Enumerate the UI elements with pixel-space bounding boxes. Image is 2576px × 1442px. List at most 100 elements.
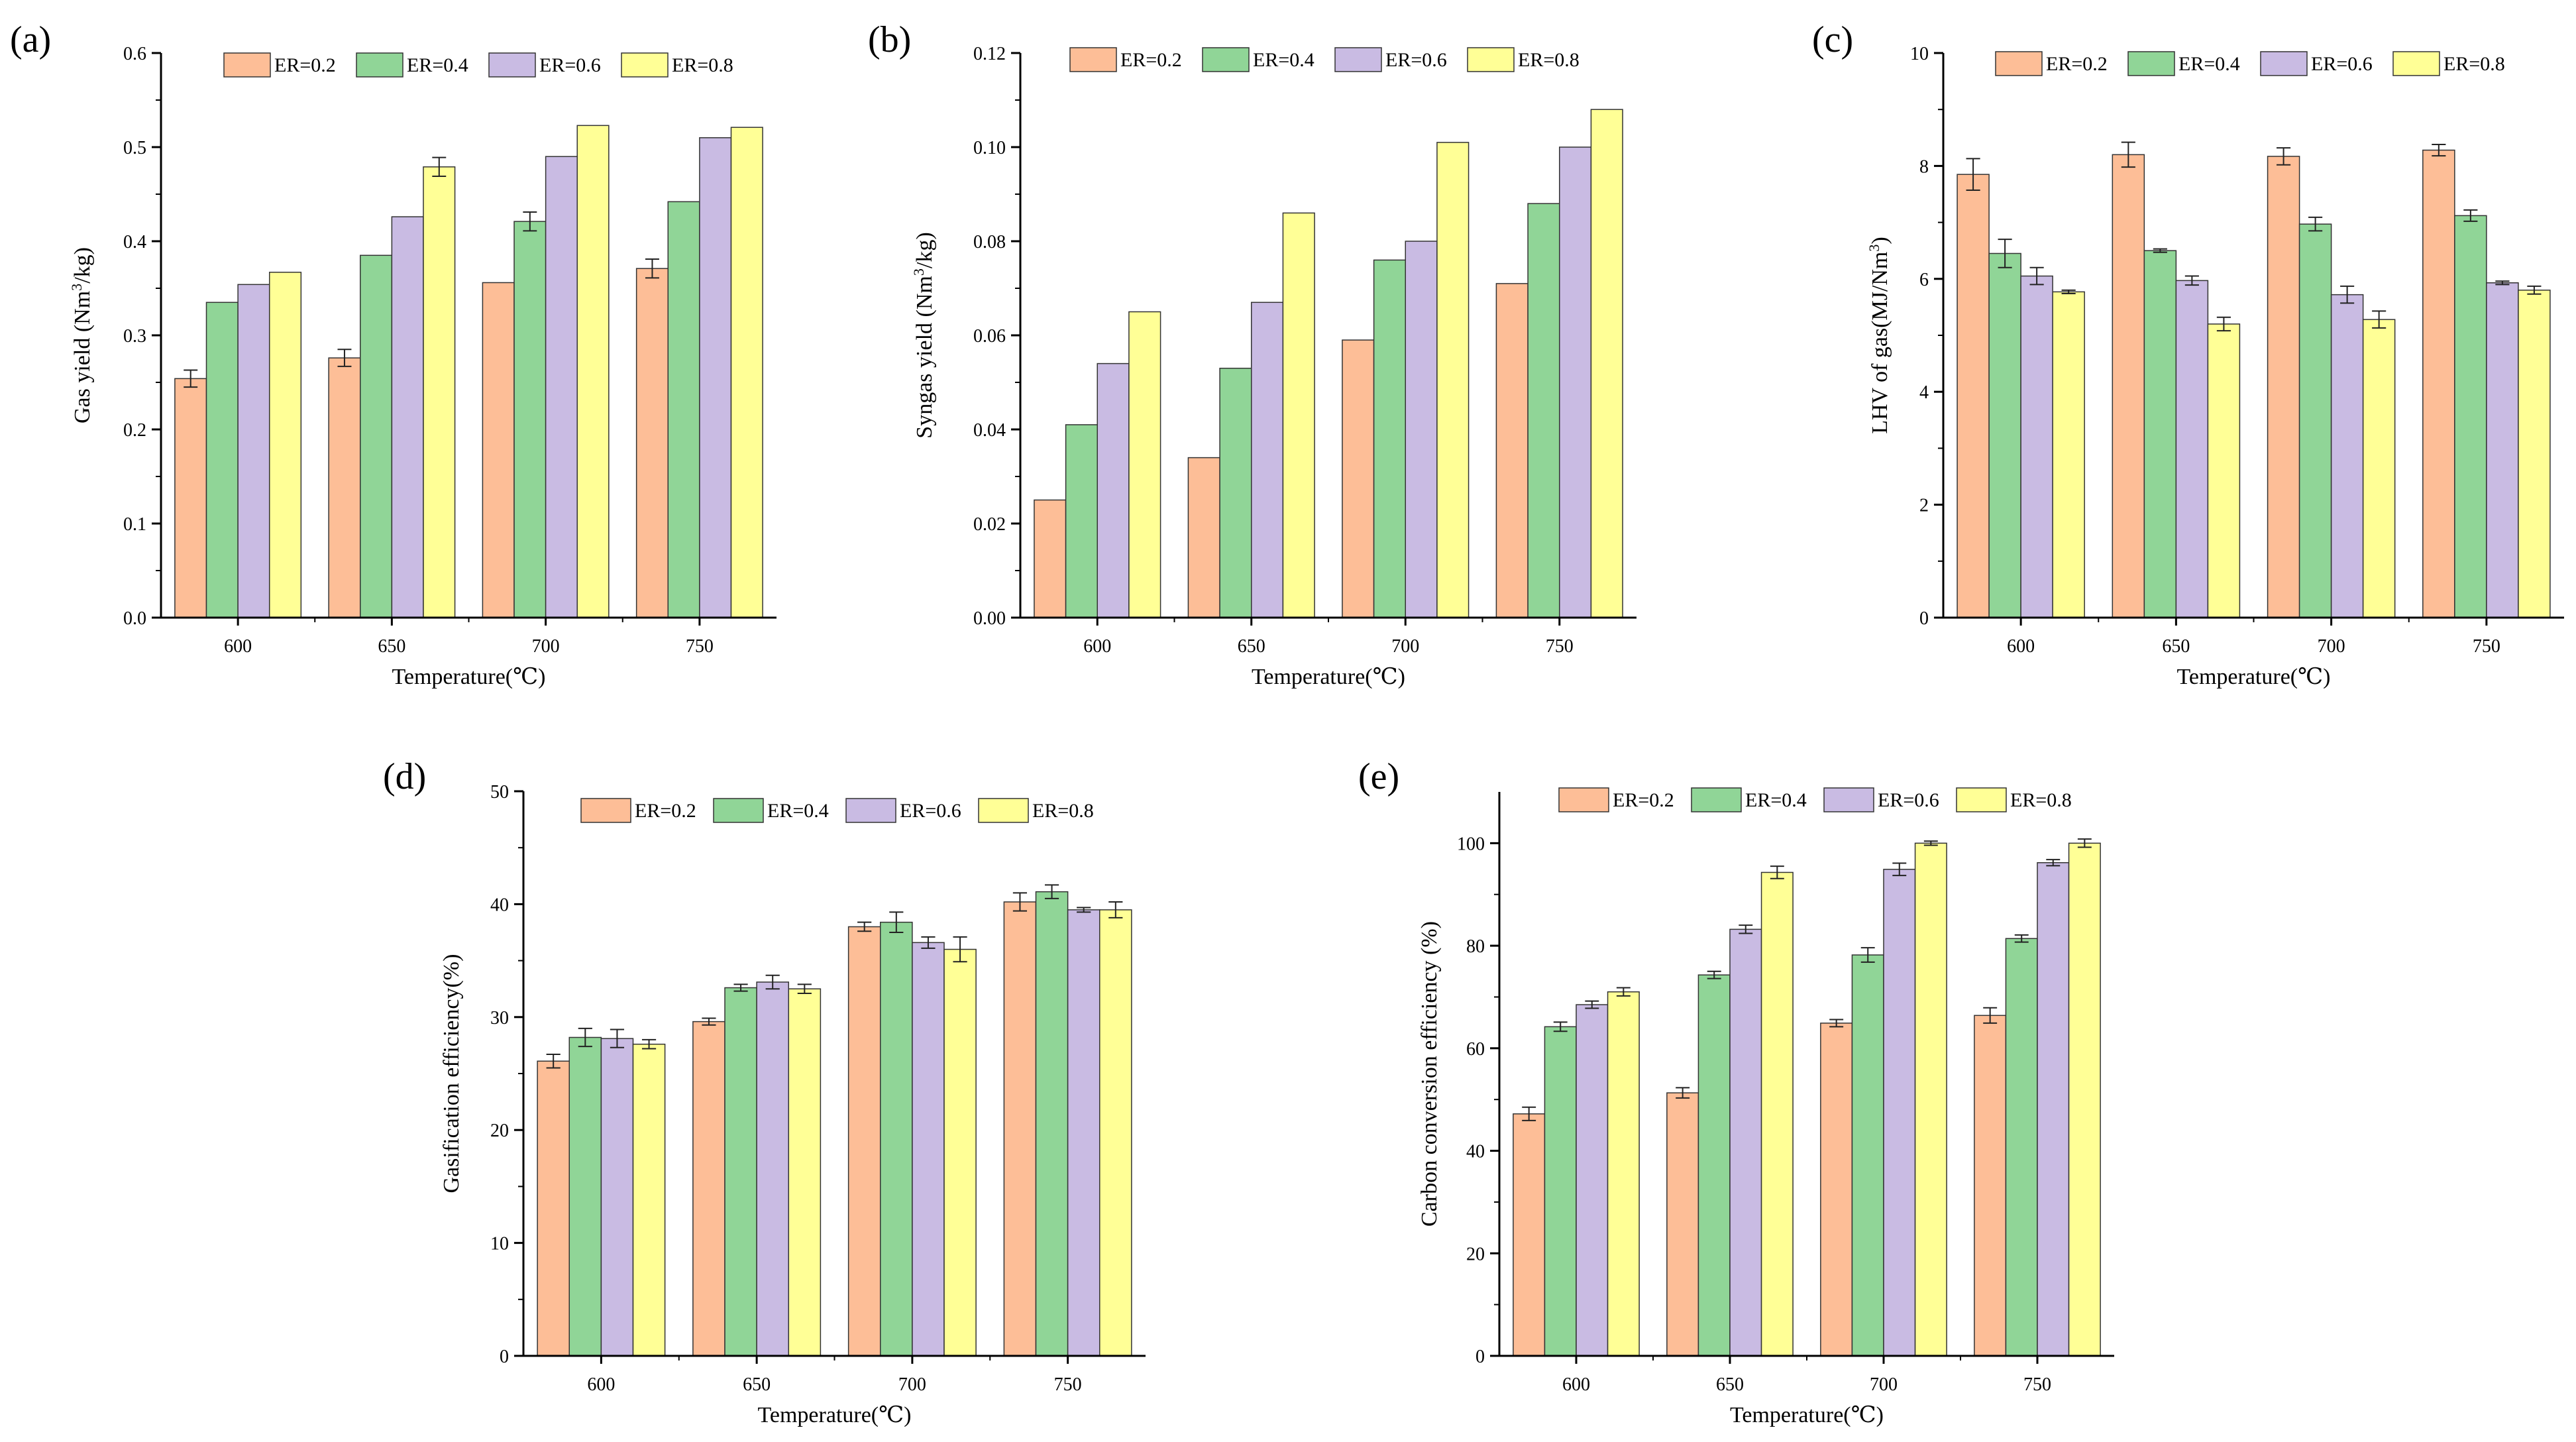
- y-axis-label-text: Carbon conversion efficiency (%): [1417, 921, 1442, 1227]
- bar-ER0.8-650: [423, 166, 456, 618]
- legend-label: ER=0.4: [1253, 49, 1315, 71]
- panel-label: (b): [868, 19, 911, 60]
- legend-swatch: [1202, 47, 1250, 72]
- legend-swatch: [1558, 787, 1609, 812]
- bar-ER0.2-600: [174, 378, 207, 618]
- y-tick-label: 20: [490, 1121, 509, 1141]
- bar-ER0.4-650: [724, 987, 757, 1357]
- legend-swatch: [845, 798, 896, 823]
- bar-ER0.8-700: [576, 125, 610, 618]
- legend-label: ER=0.2: [1613, 789, 1674, 811]
- y-tick-label: 40: [1466, 1142, 1485, 1162]
- legend-label: ER=0.8: [2010, 789, 2072, 811]
- y-tick-label: 0.12: [973, 44, 1006, 64]
- bar-ER0.6-700: [2330, 294, 2364, 618]
- y-tick-label: 0.4: [123, 232, 146, 252]
- bar-ER0.2-750: [1974, 1015, 2007, 1357]
- bar-ER0.8-650: [788, 988, 822, 1357]
- bar-ER0.6-700: [545, 156, 578, 618]
- bar-ER0.8-750: [1590, 109, 1623, 618]
- y-tick-label: 10: [1910, 44, 1929, 64]
- y-tick-label: 100: [1457, 834, 1485, 854]
- x-tick-label: 750: [1054, 1374, 1082, 1395]
- y-tick-label: 0.1: [123, 514, 146, 535]
- bar-ER0.6-750: [2037, 862, 2070, 1357]
- bar-ER0.2-750: [1495, 283, 1529, 618]
- bar-ER0.2-650: [1187, 457, 1220, 618]
- bar-ER0.4-750: [1035, 891, 1069, 1357]
- bar-ER0.8-700: [943, 948, 977, 1357]
- bar-ER0.4-750: [2454, 215, 2487, 618]
- panel-label: (e): [1358, 756, 1399, 797]
- bar-ER0.4-700: [1373, 259, 1406, 618]
- legend-label: ER=0.2: [2046, 53, 2108, 75]
- bar-ER0.2-700: [1342, 339, 1375, 618]
- legend-swatch: [621, 52, 669, 78]
- x-tick-label: 650: [1238, 636, 1265, 657]
- y-tick-label: 0.5: [123, 138, 146, 158]
- x-tick-label: 650: [2162, 636, 2190, 657]
- x-axis-label: Temperature(℃): [1730, 1403, 1884, 1427]
- x-tick-label: 700: [898, 1374, 926, 1395]
- bar-ER0.4-600: [1065, 424, 1099, 618]
- bar-ER0.2-600: [537, 1060, 570, 1357]
- y-axis-label: Gas yield (Nm3/kg): [68, 247, 95, 423]
- bar-ER0.4-650: [2143, 250, 2177, 618]
- x-axis-label: Temperature(℃): [758, 1403, 912, 1427]
- y-tick-label: 80: [1466, 936, 1485, 957]
- y-axis-label-text: ): [1868, 237, 1892, 244]
- y-axis-label: Syngas yield (Nm3/kg): [910, 232, 937, 438]
- bar-ER0.4-650: [360, 254, 393, 618]
- panel-label: (a): [10, 19, 51, 60]
- bar-ER0.6-700: [912, 942, 945, 1357]
- bar-ER0.4-650: [1697, 974, 1731, 1357]
- x-tick-label: 650: [743, 1374, 771, 1395]
- legend-swatch: [1956, 787, 2007, 812]
- y-tick-label: 20: [1466, 1244, 1485, 1264]
- bar-ER0.8-600: [1128, 311, 1161, 618]
- bar-ER0.2-700: [1820, 1023, 1853, 1357]
- legend: ER=0.2 ER=0.4 ER=0.6 ER=0.8: [1558, 787, 2072, 812]
- bar-ER0.8-750: [2068, 842, 2101, 1357]
- bar-ER0.4-750: [667, 201, 700, 618]
- bar-ER0.2-700: [2267, 156, 2300, 618]
- y-tick-label: 0: [1919, 608, 1929, 629]
- bar-ER0.8-600: [268, 272, 302, 618]
- bar-ER0.2-650: [328, 357, 361, 618]
- x-tick-label: 700: [2318, 636, 2345, 657]
- y-tick-label: 0.02: [973, 514, 1006, 535]
- bar-ER0.6-750: [1559, 146, 1592, 618]
- bar-ER0.6-700: [1883, 869, 1916, 1357]
- y-tick-label: 60: [1466, 1039, 1485, 1060]
- chart-panel-d: (d) 0 10 20 30 40 50 600 650 700 750 Temperature(℃)…: [383, 756, 1146, 1427]
- bar-ER0.4-650: [1219, 367, 1252, 618]
- y-tick-label: 0.04: [973, 420, 1006, 441]
- legend-label: ER=0.6: [900, 800, 961, 822]
- legend-label: ER=0.6: [1385, 49, 1447, 71]
- bar-ER0.8-650: [2207, 323, 2241, 618]
- y-tick-label: 0.6: [123, 44, 146, 64]
- bar-ER0.4-600: [568, 1036, 602, 1357]
- y-tick-label: 0.3: [123, 326, 146, 347]
- legend: ER=0.2 ER=0.4 ER=0.6 ER=0.8: [580, 798, 1094, 823]
- legend-label: ER=0.6: [2311, 53, 2373, 75]
- y-axis-label: Gasification efficiency(%): [439, 954, 464, 1193]
- x-tick-label: 650: [378, 636, 405, 657]
- bar-ER0.4-750: [1527, 203, 1560, 618]
- x-tick-label: 750: [2473, 636, 2500, 657]
- y-tick-label: 40: [490, 895, 509, 915]
- panel-label: (d): [383, 756, 426, 797]
- legend-label: ER=0.4: [1745, 789, 1807, 811]
- bar-ER0.2-600: [1034, 499, 1067, 618]
- x-tick-label: 600: [2007, 636, 2035, 657]
- bar-ER0.6-650: [1729, 928, 1762, 1357]
- y-axis-label: LHV of gas(MJ/Nm3): [1866, 237, 1892, 434]
- chart-panel-a: (a) 0.0 0.1 0.2 0.3 0.4 0.5 0.6 600 650 700 750 Temp…: [10, 19, 777, 689]
- legend-swatch: [1691, 787, 1742, 812]
- bar-ER0.4-600: [205, 302, 239, 618]
- legend: ER=0.2 ER=0.4 ER=0.6 ER=0.8: [223, 52, 733, 78]
- x-tick-label: 750: [2023, 1374, 2051, 1395]
- x-tick-label: 600: [1562, 1374, 1590, 1395]
- bar-ER0.8-650: [1760, 871, 1794, 1357]
